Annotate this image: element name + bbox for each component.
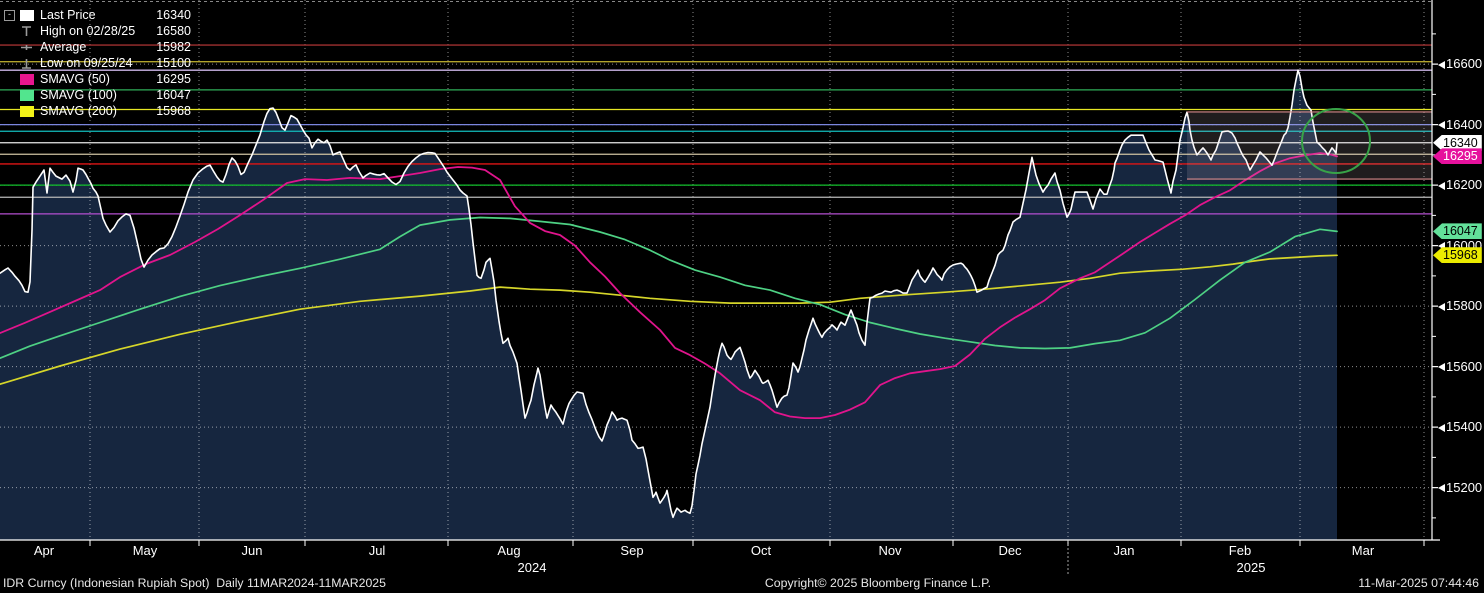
x-axis-month-sep: Sep xyxy=(620,543,644,558)
y-axis-value: 15400 xyxy=(1446,419,1483,435)
price-badge-15968[interactable]: 15968 xyxy=(1433,247,1482,264)
x-axis-month-oct: Oct xyxy=(750,543,772,558)
tick-arrow-icon xyxy=(1438,302,1445,311)
security-description: IDR Curncy (Indonesian Rupiah Spot) Dail… xyxy=(3,576,386,590)
copyright-text: Copyright© 2025 Bloomberg Finance L.P. xyxy=(764,576,992,590)
legend-row[interactable]: SMAVG (200) 15968 xyxy=(2,103,197,119)
legend-collapse-icon[interactable]: - xyxy=(4,10,15,21)
series-smavg-100-[interactable] xyxy=(0,216,1338,360)
x-axis-month-jul: Jul xyxy=(368,543,386,558)
series-last-price[interactable] xyxy=(0,69,1338,519)
highlight-box[interactable] xyxy=(1187,111,1432,180)
series-swatch-icon xyxy=(20,105,35,117)
y-axis-value: 16400 xyxy=(1446,116,1483,132)
price-badge-16047[interactable]: 16047 xyxy=(1433,223,1482,240)
legend-row[interactable]: SMAVG (100) 16047 xyxy=(2,87,197,103)
legend-label: High on 02/28/25 xyxy=(40,24,136,38)
legend-row[interactable]: Last Price 16340 xyxy=(2,7,197,23)
x-axis-month-aug: Aug xyxy=(497,543,521,558)
legend-row[interactable]: Average 15982 xyxy=(2,39,197,55)
legend-label: Last Price xyxy=(40,8,96,22)
timestamp: 11-Mar-2025 07:44:46 xyxy=(1358,576,1479,590)
price-badge-16295[interactable]: 16295 xyxy=(1433,148,1482,165)
x-axis-month-feb: Feb xyxy=(1228,543,1252,558)
legend-label: Average xyxy=(40,40,87,54)
high-marker-icon xyxy=(20,25,35,37)
series-swatch-icon xyxy=(20,9,35,21)
legend-value: 16047 xyxy=(156,88,191,102)
y-axis-label: 16600 xyxy=(1438,56,1482,71)
x-axis-month-jan: Jan xyxy=(1113,543,1135,558)
tick-arrow-icon xyxy=(1438,181,1445,190)
series-swatch-icon xyxy=(20,73,35,85)
price-area-fill xyxy=(0,70,1337,540)
circle-annotation[interactable] xyxy=(1301,107,1371,174)
y-axis-label: 15600 xyxy=(1438,359,1482,374)
tick-arrow-icon xyxy=(1438,242,1445,251)
status-bar: IDR Curncy (Indonesian Rupiah Spot) Dail… xyxy=(0,574,1484,593)
avg-marker-icon xyxy=(20,41,35,53)
price-badge-16340[interactable]: 16340 xyxy=(1433,134,1482,151)
legend-label: SMAVG (50) xyxy=(40,72,110,86)
x-axis-year-2025: 2025 xyxy=(1236,560,1266,575)
y-axis-label: 15800 xyxy=(1438,298,1482,313)
low-marker-icon xyxy=(20,57,35,69)
legend-value: 15100 xyxy=(156,56,191,70)
y-axis-value: 15800 xyxy=(1446,298,1483,314)
y-axis-value: 16600 xyxy=(1446,56,1483,72)
x-axis-year-2024: 2024 xyxy=(517,560,547,575)
legend-row[interactable]: Low on 09/25/24 15100 xyxy=(2,55,197,71)
series-swatch-icon xyxy=(20,89,35,101)
legend-value: 16340 xyxy=(156,8,191,22)
tick-arrow-icon xyxy=(1438,423,1445,432)
x-axis-month-apr: Apr xyxy=(33,543,55,558)
x-axis-month-jun: Jun xyxy=(241,543,263,558)
tick-arrow-icon xyxy=(1438,121,1445,130)
legend-value: 15982 xyxy=(156,40,191,54)
x-axis-month-mar: Mar xyxy=(1351,543,1375,558)
legend-value: 15968 xyxy=(156,104,191,118)
y-axis-value: 16200 xyxy=(1446,177,1483,193)
y-axis-value: 15600 xyxy=(1446,358,1483,374)
y-axis-value: 15200 xyxy=(1446,479,1483,495)
tick-arrow-icon xyxy=(1438,363,1445,372)
y-axis-label: 15400 xyxy=(1438,419,1482,434)
tick-arrow-icon xyxy=(1438,60,1445,69)
legend-value: 16580 xyxy=(156,24,191,38)
y-axis-label: 16400 xyxy=(1438,117,1482,132)
series-smavg-50-[interactable] xyxy=(0,152,1338,420)
legend-label: Low on 09/25/24 xyxy=(40,56,133,70)
chart-legend: - Last Price 16340 High on 02/28/25 16580 Av… xyxy=(2,7,197,119)
legend-label: SMAVG (200) xyxy=(40,104,117,118)
x-axis-month-nov: Nov xyxy=(878,543,902,558)
legend-row[interactable]: SMAVG (50) 16295 xyxy=(2,71,197,87)
y-axis-label: 16200 xyxy=(1438,177,1482,192)
x-axis-month-may: May xyxy=(132,543,158,558)
legend-row[interactable]: High on 02/28/25 16580 xyxy=(2,23,197,39)
tick-arrow-icon xyxy=(1438,484,1445,493)
y-axis-label: 15200 xyxy=(1438,480,1482,495)
series-smavg-200-[interactable] xyxy=(0,254,1338,386)
x-axis-month-dec: Dec xyxy=(998,543,1022,558)
legend-value: 16295 xyxy=(156,72,191,86)
legend-label: SMAVG (100) xyxy=(40,88,117,102)
